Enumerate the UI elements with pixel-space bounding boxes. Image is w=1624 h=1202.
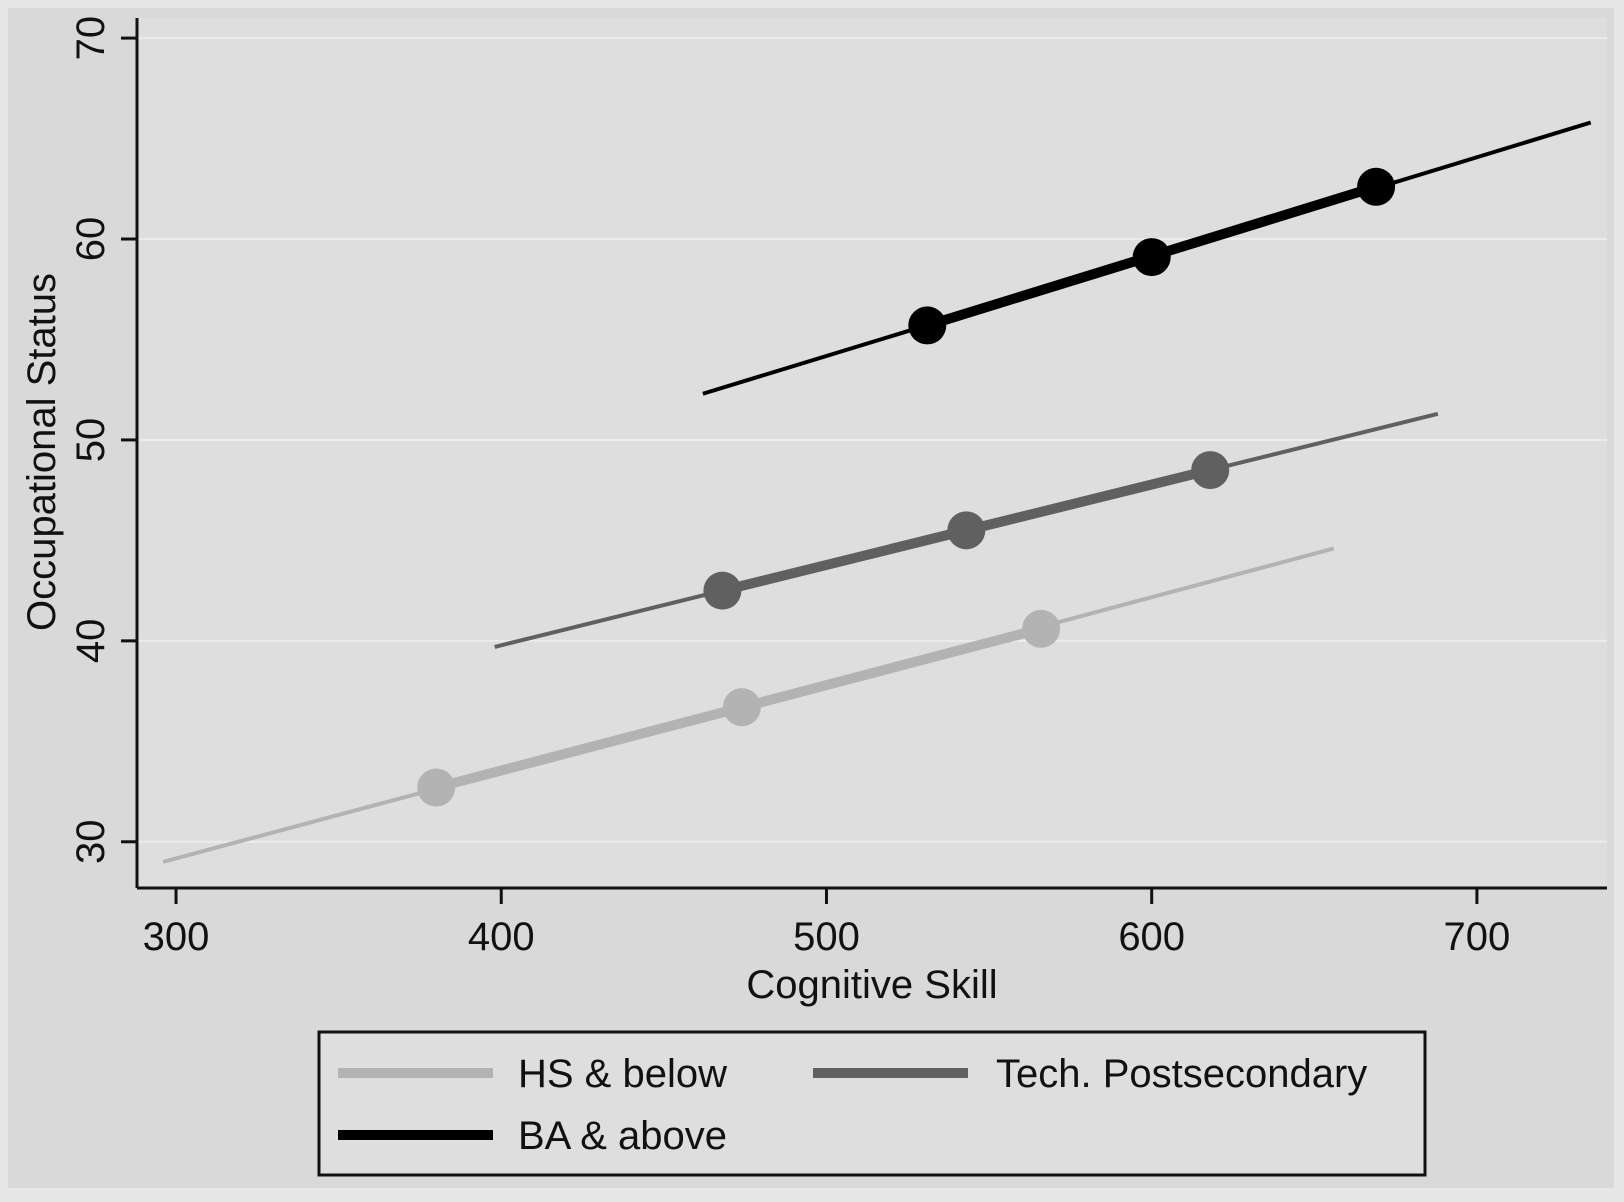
legend-label: BA & above — [518, 1114, 727, 1158]
series-point — [1132, 238, 1171, 277]
series-point — [417, 768, 456, 807]
y-tick-label: 70 — [69, 16, 113, 61]
plot-area — [137, 18, 1607, 888]
series-point — [947, 511, 986, 550]
series-point — [722, 688, 761, 727]
y-axis-ticks: 30 40 50 60 70 — [69, 16, 137, 864]
y-tick-label: 60 — [69, 217, 113, 262]
series-point — [1357, 167, 1396, 206]
legend-label: HS & below — [518, 1052, 727, 1096]
y-tick-label: 40 — [69, 619, 113, 664]
series-1 — [494, 411, 1439, 649]
series-layer — [162, 120, 1592, 864]
series-point — [1022, 609, 1061, 648]
gridlines — [137, 37, 1607, 843]
x-tick-label: 600 — [1118, 915, 1185, 959]
x-tick-label: 400 — [468, 915, 535, 959]
x-axis-title: Cognitive Skill — [746, 963, 997, 1007]
series-2 — [702, 120, 1592, 396]
series-point — [703, 571, 742, 610]
x-tick-label: 700 — [1444, 915, 1511, 959]
series-point — [1191, 451, 1230, 490]
legend: HS & below Tech. Postsecondary BA & above — [317, 1030, 1427, 1177]
series-point — [908, 306, 947, 345]
legend-label: Tech. Postsecondary — [996, 1052, 1367, 1096]
legend-box — [317, 1030, 1427, 1177]
y-axis-title: Occupational Status — [20, 273, 64, 631]
series-0 — [162, 546, 1335, 864]
x-tick-label: 500 — [793, 915, 860, 959]
x-tick-label: 300 — [143, 915, 210, 959]
x-axis-ticks: 300 400 500 600 700 — [143, 888, 1511, 959]
y-tick-label: 50 — [69, 418, 113, 463]
y-tick-label: 30 — [69, 820, 113, 865]
